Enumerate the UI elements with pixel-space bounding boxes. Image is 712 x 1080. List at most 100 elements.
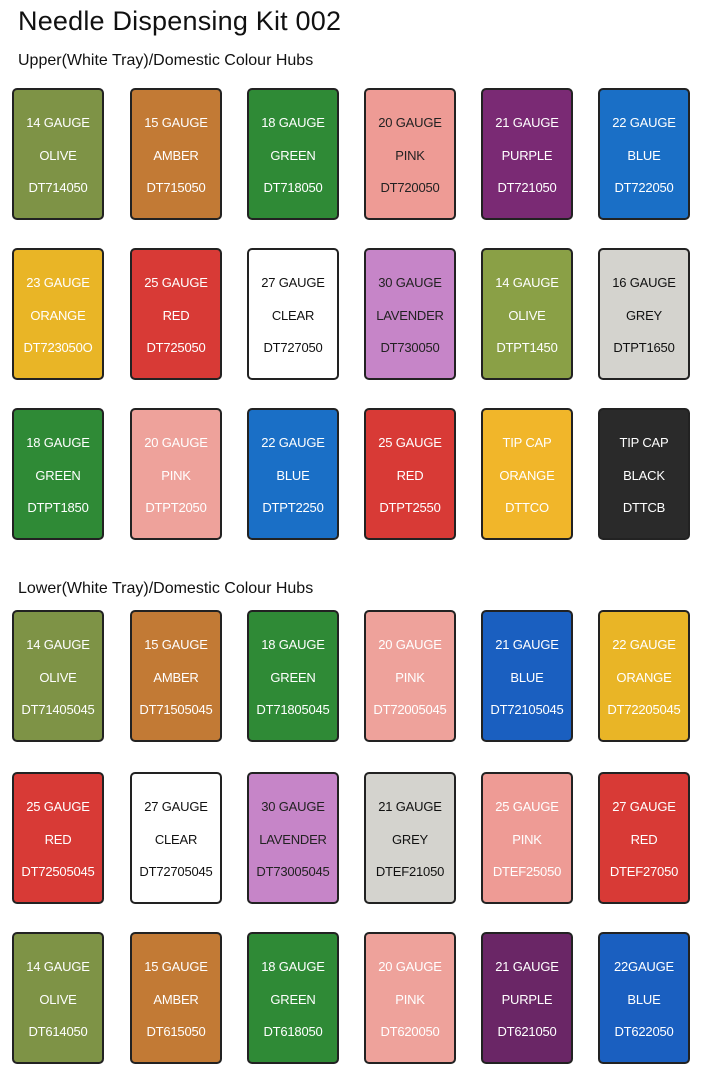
card-code-label: DT723050O — [23, 340, 93, 355]
card-color-label: ORANGE — [616, 670, 672, 685]
card-code-label: DT71805045 — [256, 702, 330, 717]
card-color-label: PINK — [161, 468, 191, 483]
card-color-label: OLIVE — [508, 308, 546, 323]
card-gauge-label: 15 GAUGE — [144, 637, 208, 652]
hub-color-card: 20 GAUGE PINK DT72005045 — [364, 610, 456, 742]
card-color-label: PURPLE — [501, 148, 553, 163]
card-gauge-label: 21 GAUGE — [495, 959, 559, 974]
hub-color-card: 15 GAUGE AMBER DT71505045 — [130, 610, 222, 742]
hub-color-card: 27 GAUGE CLEAR DT727050 — [247, 248, 339, 380]
card-color-label: BLUE — [627, 148, 661, 163]
hub-color-card: 30 GAUGE LAVENDER DT73005045 — [247, 772, 339, 904]
card-color-label: GREEN — [270, 670, 316, 685]
card-gauge-label: 20 GAUGE — [378, 637, 442, 652]
card-color-label: CLEAR — [154, 832, 198, 847]
hub-color-card: 18 GAUGE GREEN DT71805045 — [247, 610, 339, 742]
page-title: Needle Dispensing Kit 002 — [18, 6, 342, 36]
card-code-label: DT720050 — [380, 180, 440, 195]
card-gauge-label: TIP CAP — [619, 435, 669, 450]
upper-section-title: Upper(White Tray)/Domestic Colour Hubs — [18, 52, 314, 69]
card-gauge-label: 14 GAUGE — [26, 637, 90, 652]
card-color-label: PINK — [395, 148, 425, 163]
hub-color-card: 18 GAUGE GREEN DT618050 — [247, 932, 339, 1064]
hub-color-card: 25 GAUGE RED DT72505045 — [12, 772, 104, 904]
card-color-label: GREEN — [270, 992, 316, 1007]
hub-color-card: 22 GAUGE ORANGE DT72205045 — [598, 610, 690, 742]
card-color-label: GREEN — [270, 148, 316, 163]
card-gauge-label: 25 GAUGE — [26, 799, 90, 814]
hub-color-card: 25 GAUGE PINK DTEF25050 — [481, 772, 573, 904]
card-color-label: BLUE — [627, 992, 661, 1007]
card-gauge-label: 18 GAUGE — [26, 435, 90, 450]
card-gauge-label: 21 GAUGE — [495, 115, 559, 130]
card-color-label: PINK — [512, 832, 542, 847]
card-color-label: BLACK — [623, 468, 665, 483]
card-gauge-label: 21 GAUGE — [495, 637, 559, 652]
card-gauge-label: 18 GAUGE — [261, 115, 325, 130]
card-gauge-label: 20 GAUGE — [378, 115, 442, 130]
card-gauge-label: 30 GAUGE — [261, 799, 325, 814]
lower-section-title: Lower(White Tray)/Domestic Colour Hubs — [18, 580, 314, 597]
hub-color-card: 14 GAUGE OLIVE DT714050 — [12, 88, 104, 220]
hub-color-card: 16 GAUGE GREY DTPT1650 — [598, 248, 690, 380]
hub-color-card: 14 GAUGE OLIVE DTPT1450 — [481, 248, 573, 380]
hub-color-card: 21 GAUGE PURPLE DT721050 — [481, 88, 573, 220]
hub-color-card: TIP CAP BLACK DTTCB — [598, 408, 690, 540]
card-code-label: DTEF27050 — [609, 864, 679, 879]
hub-color-card: 23 GAUGE ORANGE DT723050O — [12, 248, 104, 380]
card-code-label: DT727050 — [263, 340, 323, 355]
card-color-label: RED — [630, 832, 658, 847]
hub-color-card: 18 GAUGE GREEN DTPT1850 — [12, 408, 104, 540]
card-color-label: PINK — [395, 670, 425, 685]
card-color-label: RED — [162, 308, 190, 323]
card-code-label: DT622050 — [614, 1024, 674, 1039]
card-gauge-label: 18 GAUGE — [261, 959, 325, 974]
hub-color-card: 18 GAUGE GREEN DT718050 — [247, 88, 339, 220]
card-code-label: DT715050 — [146, 180, 206, 195]
card-gauge-label: 20 GAUGE — [378, 959, 442, 974]
card-color-label: GREY — [391, 832, 429, 847]
card-color-label: OLIVE — [39, 670, 77, 685]
card-gauge-label: 25 GAUGE — [495, 799, 559, 814]
card-color-label: AMBER — [153, 148, 199, 163]
card-code-label: DT72505045 — [21, 864, 95, 879]
hub-color-card: 14 GAUGE OLIVE DT71405045 — [12, 610, 104, 742]
card-code-label: DT73005045 — [256, 864, 330, 879]
card-code-label: DT722050 — [614, 180, 674, 195]
card-color-label: LAVENDER — [259, 832, 327, 847]
card-gauge-label: 15 GAUGE — [144, 959, 208, 974]
card-color-label: RED — [44, 832, 72, 847]
card-gauge-label: 27 GAUGE — [612, 799, 676, 814]
hub-color-card: 20 GAUGE PINK DTPT2050 — [130, 408, 222, 540]
card-gauge-label: 25 GAUGE — [144, 275, 208, 290]
card-color-label: RED — [396, 468, 424, 483]
hub-color-card: TIP CAP ORANGE DTTCO — [481, 408, 573, 540]
card-gauge-label: 14 GAUGE — [26, 959, 90, 974]
card-color-label: AMBER — [153, 670, 199, 685]
card-gauge-label: 20 GAUGE — [144, 435, 208, 450]
hub-color-card: 14 GAUGE OLIVE DT614050 — [12, 932, 104, 1064]
card-code-label: DT718050 — [263, 180, 323, 195]
card-code-label: DT621050 — [497, 1024, 557, 1039]
card-code-label: DT71505045 — [139, 702, 213, 717]
hub-color-card: 25 GAUGE RED DTPT2550 — [364, 408, 456, 540]
card-color-label: PURPLE — [501, 992, 553, 1007]
card-gauge-label: 23 GAUGE — [26, 275, 90, 290]
card-code-label: DTPT1450 — [496, 340, 558, 355]
card-code-label: DTPT2050 — [145, 500, 207, 515]
hub-color-card: 21 GAUGE GREY DTEF21050 — [364, 772, 456, 904]
card-code-label: DTPT1650 — [613, 340, 675, 355]
card-color-label: OLIVE — [39, 148, 77, 163]
card-code-label: DTTCB — [622, 500, 666, 515]
card-color-label: ORANGE — [499, 468, 555, 483]
card-gauge-label: 22 GAUGE — [261, 435, 325, 450]
hub-color-card: 21 GAUGE BLUE DT72105045 — [481, 610, 573, 742]
card-gauge-label: 22 GAUGE — [612, 115, 676, 130]
card-color-label: PINK — [395, 992, 425, 1007]
card-color-label: GREY — [625, 308, 663, 323]
card-code-label: DTPT2550 — [379, 500, 441, 515]
card-color-label: CLEAR — [271, 308, 315, 323]
card-color-label: AMBER — [153, 992, 199, 1007]
card-code-label: DTPT1850 — [27, 500, 89, 515]
card-color-label: BLUE — [276, 468, 310, 483]
